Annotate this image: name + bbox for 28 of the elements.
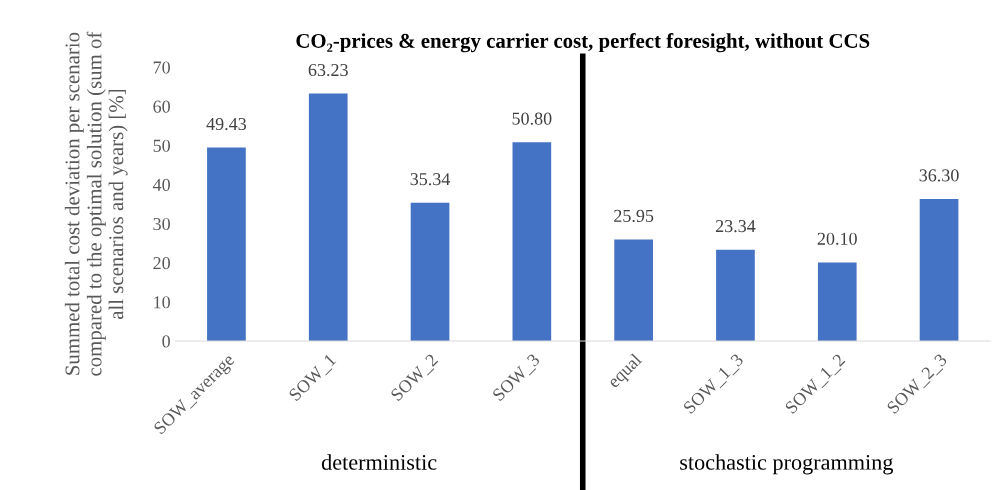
y-tick-label: 20 [153,257,170,270]
y-tick-label: 40 [152,178,170,191]
bar [308,93,348,342]
bar [614,239,653,342]
bar [410,202,450,342]
y-tick-label: 0 [162,335,170,348]
data-label: 50.80 [512,112,552,125]
data-label: 35.34 [410,173,451,186]
text: deterministic [321,454,437,470]
data-label: 20.10 [817,232,857,245]
bar [512,142,552,342]
y-tick-label: 10 [154,296,170,309]
bar [919,199,959,342]
data-label: 36.30 [919,169,959,182]
data-label: 63.23 [308,63,348,77]
bar [207,147,246,342]
data-label: 49.43 [206,117,247,131]
y-tick-label: 30 [153,217,170,231]
y-tick-label: 70 [153,61,170,74]
y-tick-label: 60 [153,100,170,113]
bar [716,249,755,342]
bar [817,262,857,342]
y-axis-title: Summed total cost deviation per scenario compared to the optimal solution (sum of all scenarios and years) [%] [64,31,128,376]
data-label: 23.34 [715,220,756,233]
y-tick-label: 50 [153,139,170,152]
data-label: 25.95 [614,209,654,223]
text: stochastic programming [680,454,893,475]
chart-title: CO₂-prices & energy carrier cost, perfect foresight, without CCS [296,33,870,53]
